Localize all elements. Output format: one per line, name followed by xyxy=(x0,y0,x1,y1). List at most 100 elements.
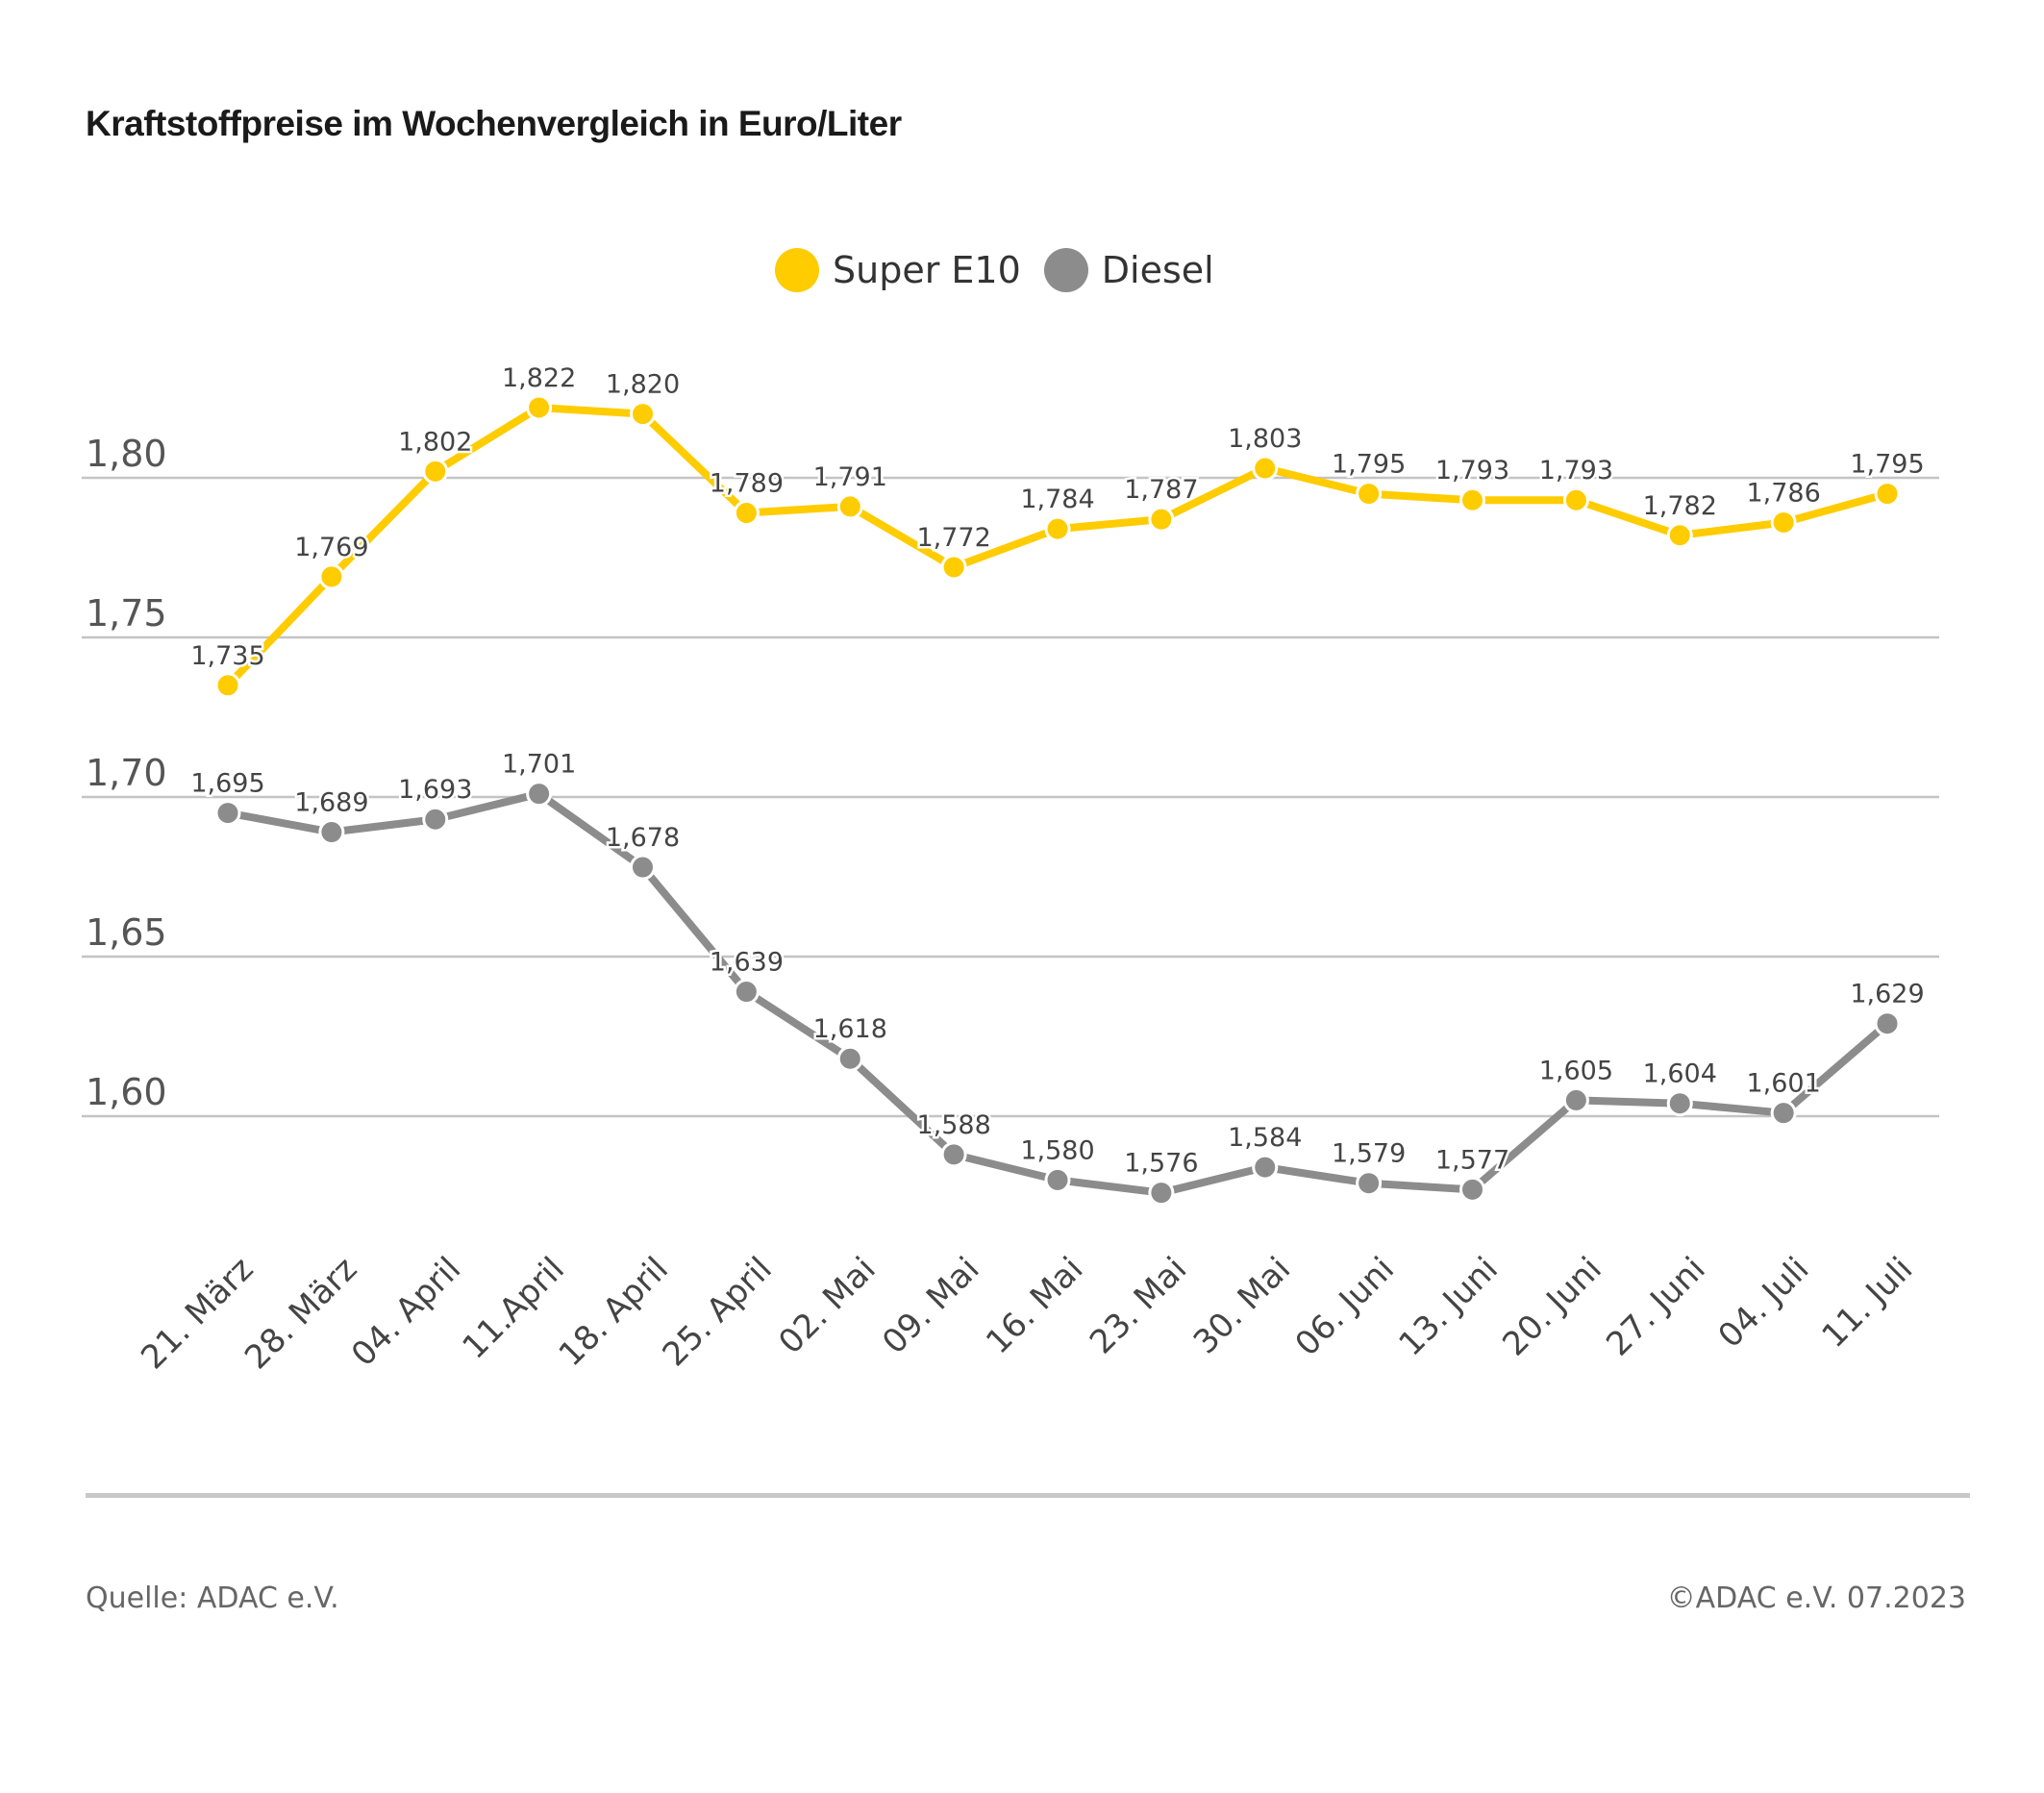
data-label: 1,588 xyxy=(916,1110,990,1140)
x-tick-label: 04. April xyxy=(344,1250,468,1374)
x-tick-label: 20. Juni xyxy=(1495,1250,1608,1363)
legend-label: Super E10 xyxy=(833,249,1021,291)
data-point xyxy=(1666,1090,1693,1117)
data-label: 1,803 xyxy=(1228,424,1302,454)
data-label: 1,782 xyxy=(1643,491,1717,521)
data-label: 1,795 xyxy=(1850,450,1924,480)
x-tick-label: 09. Mai xyxy=(875,1250,986,1361)
data-label: 1,786 xyxy=(1746,478,1820,508)
data-point xyxy=(1252,455,1279,482)
data-label: 1,695 xyxy=(190,769,264,799)
x-tick-label: 11. Juli xyxy=(1815,1250,1921,1356)
data-point xyxy=(836,1045,863,1072)
data-label: 1,795 xyxy=(1332,450,1406,480)
legend-dot-icon xyxy=(775,248,819,292)
data-label: 1,820 xyxy=(606,370,680,400)
data-point xyxy=(214,800,241,827)
series-line-diesel xyxy=(227,789,1890,1197)
data-label: 1,604 xyxy=(1643,1059,1717,1089)
data-label: 1,793 xyxy=(1435,456,1509,486)
data-label: 1,580 xyxy=(1020,1135,1094,1165)
data-point xyxy=(630,401,656,428)
x-tick-label: 02. Mai xyxy=(771,1250,883,1361)
data-point xyxy=(1356,1170,1383,1197)
legend-item-diesel: Diesel xyxy=(1043,248,1214,292)
data-point xyxy=(733,979,760,1006)
data-point xyxy=(940,554,967,581)
data-label: 1,772 xyxy=(916,523,990,553)
legend-label: Diesel xyxy=(1101,249,1214,291)
data-label: 1,787 xyxy=(1124,475,1198,505)
data-point xyxy=(1874,481,1901,508)
data-label: 1,629 xyxy=(1850,980,1924,1009)
x-tick-label: 18. April xyxy=(552,1250,676,1374)
data-point xyxy=(318,819,345,846)
data-label: 1,789 xyxy=(710,469,784,499)
data-label: 1,802 xyxy=(398,427,472,457)
data-label: 1,784 xyxy=(1020,485,1094,514)
series-line-super-e10 xyxy=(225,403,1889,688)
data-point xyxy=(422,458,449,485)
data-label: 1,735 xyxy=(190,641,264,671)
data-label: 1,793 xyxy=(1539,456,1613,486)
x-tick-label: 23. Mai xyxy=(1083,1250,1194,1361)
data-point xyxy=(1562,486,1589,513)
x-tick-label: 06. Juni xyxy=(1288,1250,1402,1363)
data-point xyxy=(214,672,241,699)
data-label: 1,618 xyxy=(813,1014,887,1044)
y-tick-label: 1,65 xyxy=(86,911,167,954)
y-tick-label: 1,75 xyxy=(86,592,167,635)
x-tick-label: 25. April xyxy=(656,1250,780,1374)
data-label: 1,576 xyxy=(1124,1149,1198,1179)
data-label: 1,639 xyxy=(710,948,784,978)
data-point xyxy=(1770,1100,1797,1127)
y-tick-label: 1,60 xyxy=(86,1071,167,1113)
data-point xyxy=(1148,506,1175,533)
data-point xyxy=(1356,481,1383,508)
data-point xyxy=(733,500,760,527)
data-label: 1,577 xyxy=(1435,1145,1509,1175)
data-label: 1,584 xyxy=(1228,1123,1302,1153)
data-point xyxy=(630,854,656,881)
legend: Super E10 Diesel xyxy=(775,248,1237,292)
data-point xyxy=(1252,1154,1279,1181)
y-tick-label: 1,80 xyxy=(86,433,167,475)
source-note: Quelle: ADAC e.V. xyxy=(86,1581,339,1615)
data-label: 1,822 xyxy=(502,363,576,393)
data-point xyxy=(1459,1176,1485,1203)
data-point xyxy=(1044,515,1071,542)
data-point xyxy=(1666,522,1693,549)
chart-title: Kraftstoffpreise im Wochenvergleich in E… xyxy=(86,104,902,143)
data-point xyxy=(940,1141,967,1168)
bottom-divider xyxy=(86,1493,1970,1498)
x-tick-label: 04. Juli xyxy=(1711,1250,1817,1356)
data-label: 1,693 xyxy=(398,775,472,805)
x-tick-label: 27. Juni xyxy=(1599,1250,1712,1363)
data-point xyxy=(1874,1010,1901,1037)
data-point xyxy=(1044,1166,1071,1193)
data-label: 1,701 xyxy=(502,750,576,780)
x-tick-label: 21. März xyxy=(134,1250,261,1377)
data-point xyxy=(836,493,863,520)
data-label: 1,605 xyxy=(1539,1056,1613,1085)
data-point xyxy=(526,781,553,808)
copyright-note: ©ADAC e.V. 07.2023 xyxy=(1666,1581,1966,1615)
data-label: 1,601 xyxy=(1746,1069,1820,1099)
data-label: 1,579 xyxy=(1332,1139,1406,1169)
data-point xyxy=(1459,486,1485,513)
data-point xyxy=(1148,1180,1175,1207)
legend-item-super-e10: Super E10 xyxy=(775,248,1021,292)
x-tick-label: 13. Juni xyxy=(1391,1250,1505,1363)
y-tick-label: 1,70 xyxy=(86,752,167,794)
x-tick-label: 16. Mai xyxy=(979,1250,1090,1361)
data-point xyxy=(1770,509,1797,535)
legend-dot-icon xyxy=(1043,248,1088,292)
data-point xyxy=(526,394,553,421)
data-point xyxy=(422,806,449,833)
data-label: 1,689 xyxy=(294,788,368,818)
x-tick-label: 30. Mai xyxy=(1186,1250,1298,1361)
data-label: 1,791 xyxy=(813,462,887,492)
data-point xyxy=(1562,1086,1589,1113)
data-label: 1,769 xyxy=(294,533,368,562)
